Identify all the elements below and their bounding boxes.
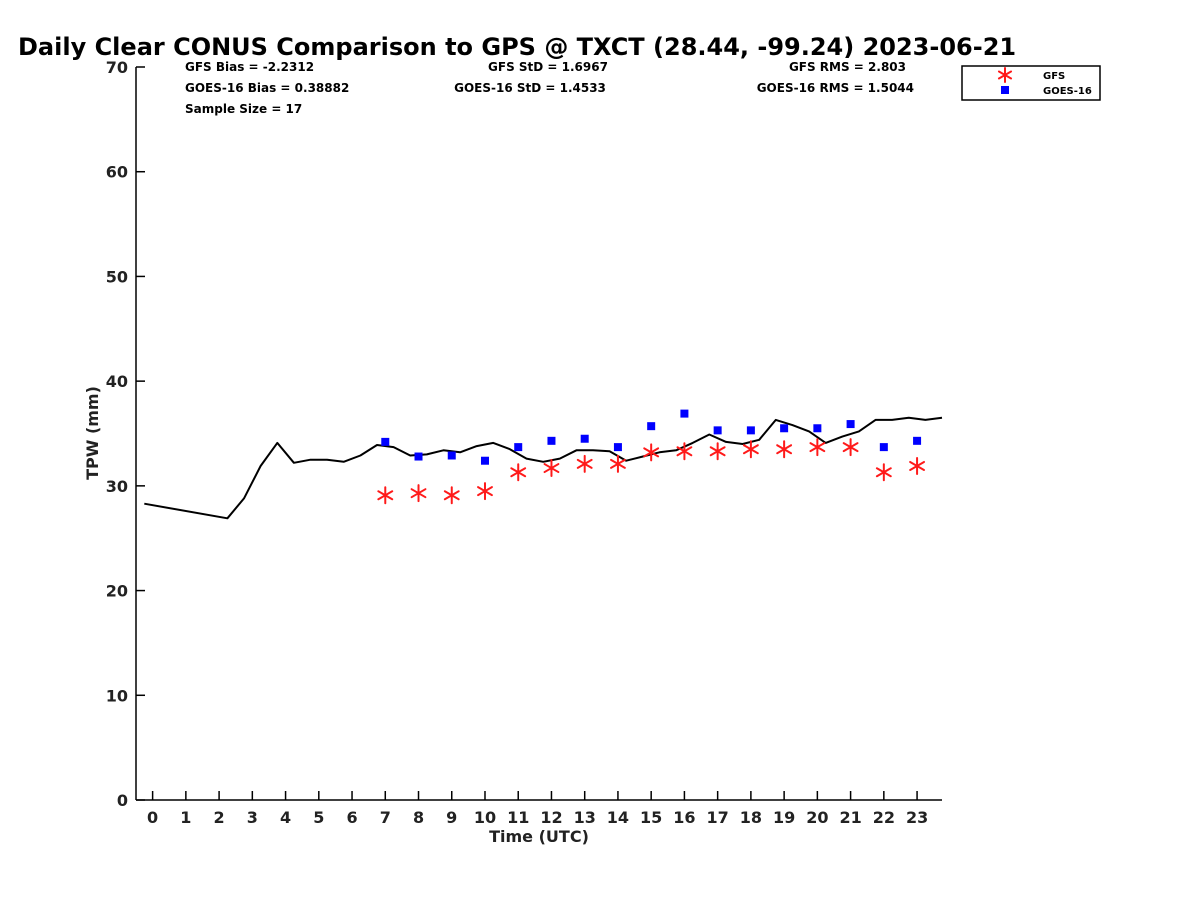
gfs-point: [742, 440, 759, 459]
x-tick-label: 18: [740, 808, 762, 827]
x-tick-label: 0: [147, 808, 158, 827]
gfs-point: [875, 463, 892, 482]
x-tick-label: 4: [280, 808, 291, 827]
x-tick-label: 14: [607, 808, 629, 827]
goes16-point: [879, 443, 888, 452]
legend-gfs-label: GFS: [1043, 71, 1065, 82]
goes16-point: [381, 437, 390, 446]
gfs-point: [443, 486, 460, 505]
stat-goes-std: GOES-16 StD = 1.4533: [454, 81, 606, 95]
x-tick-label: 13: [574, 808, 596, 827]
y-tick-label: 70: [106, 58, 128, 77]
y-tick-label: 60: [106, 163, 128, 182]
goes16-point: [813, 424, 822, 433]
gfs-point: [709, 442, 726, 461]
y-tick-label: 40: [106, 372, 128, 391]
legend-gfs-asterisk: [997, 67, 1013, 83]
legend: GFS GOES-16: [961, 65, 1101, 101]
x-tick-label: 23: [906, 808, 928, 827]
x-tick-label: 19: [773, 808, 795, 827]
goes16-point: [680, 409, 689, 418]
x-tick-label: 22: [873, 808, 895, 827]
gfs-point: [410, 484, 427, 503]
legend-gfs-marker: [997, 67, 1013, 83]
stat-gfs-std: GFS StD = 1.6967: [488, 60, 608, 74]
x-tick-label: 3: [247, 808, 258, 827]
goes16-point: [414, 452, 423, 461]
goes16-point: [780, 424, 789, 433]
x-tick-label: 21: [839, 808, 861, 827]
legend-goes-marker: [1001, 86, 1009, 94]
stat-goes-rms: GOES-16 RMS = 1.5044: [757, 81, 914, 95]
chart-title: Daily Clear CONUS Comparison to GPS @ TX…: [18, 33, 1016, 61]
goes16-point: [913, 436, 922, 445]
goes16-point: [713, 426, 722, 435]
x-tick-label: 8: [413, 808, 424, 827]
goes16-point: [613, 443, 622, 452]
x-tick-label: 17: [707, 808, 729, 827]
y-tick-label: 20: [106, 582, 128, 601]
goes16-point: [447, 451, 456, 460]
goes16-point: [547, 436, 556, 445]
stat-gfs-rms: GFS RMS = 2.803: [789, 60, 906, 74]
goes16-point: [846, 420, 855, 429]
x-tick-label: 15: [640, 808, 662, 827]
legend-goes-label: GOES-16: [1043, 86, 1092, 97]
x-tick-label: 7: [380, 808, 391, 827]
y-tick-label: 50: [106, 267, 128, 286]
gfs-point: [643, 443, 660, 462]
x-tick-label: 1: [180, 808, 191, 827]
x-tick-label: 20: [806, 808, 828, 827]
x-tick-label: 11: [507, 808, 529, 827]
stat-goes-bias: GOES-16 Bias = 0.38882: [185, 81, 349, 95]
x-tick-label: 12: [540, 808, 562, 827]
gfs-point: [543, 459, 560, 478]
legend-box: [961, 65, 1101, 101]
stat-sample-size: Sample Size = 17: [185, 102, 302, 116]
gfs-point: [377, 486, 394, 505]
y-tick-label: 10: [106, 686, 128, 705]
goes16-point: [514, 443, 523, 452]
goes16-point: [580, 434, 589, 443]
gps-tpw-line: [144, 416, 943, 520]
y-tick-label: 0: [117, 791, 128, 810]
goes16-point: [746, 426, 755, 435]
gfs-point: [909, 456, 926, 475]
gfs-point: [576, 454, 593, 473]
x-tick-label: 9: [446, 808, 457, 827]
gfs-point: [776, 440, 793, 459]
y-tick-label: 30: [106, 477, 128, 496]
x-tick-label: 10: [474, 808, 496, 827]
goes16-point: [480, 456, 489, 465]
stat-gfs-bias: GFS Bias = -2.2312: [185, 60, 314, 74]
x-tick-label: 16: [673, 808, 695, 827]
x-tick-label: 5: [313, 808, 324, 827]
gfs-point: [676, 442, 693, 461]
x-tick-label: 6: [346, 808, 357, 827]
gfs-point: [477, 482, 493, 501]
gfs-point: [610, 454, 626, 473]
x-axis-label: Time (UTC): [489, 827, 589, 846]
goes16-point: [647, 422, 656, 431]
x-tick-label: 2: [214, 808, 225, 827]
gfs-point: [842, 438, 859, 457]
gfs-point: [510, 463, 527, 482]
y-axis-label: TPW (mm): [83, 386, 102, 480]
gfs-point: [809, 438, 826, 457]
